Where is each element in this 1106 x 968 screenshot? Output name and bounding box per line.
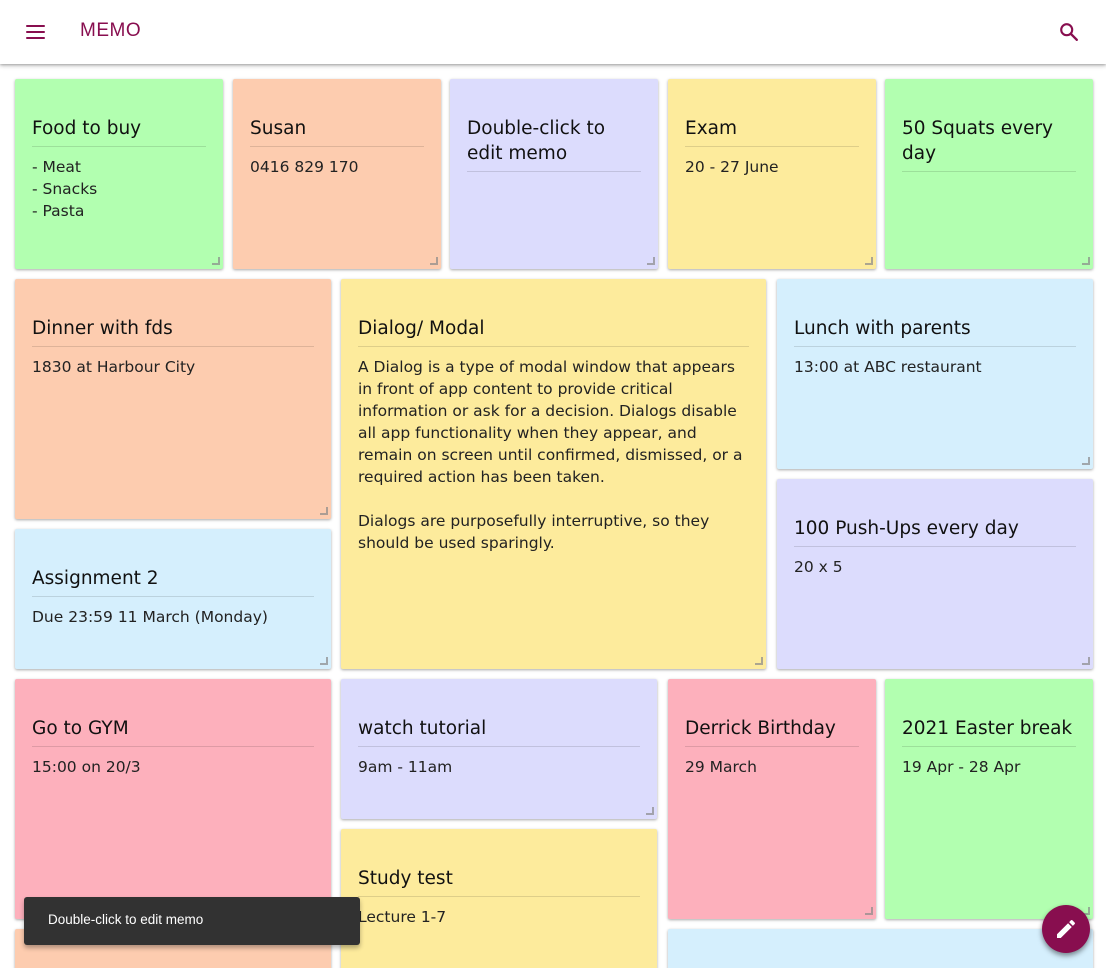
memo-title: 2021 Easter break [902, 716, 1076, 747]
memo-body: 15:00 on 20/3 [32, 758, 141, 776]
memo-body: 20 - 27 June [685, 158, 779, 176]
memo-body: Due 23:59 11 March (Monday) [32, 608, 268, 626]
resize-handle-icon[interactable] [1082, 657, 1090, 665]
resize-handle-icon[interactable] [320, 507, 328, 515]
memo-card[interactable] [668, 929, 1093, 968]
memo-title: Go to GYM [32, 716, 314, 747]
memo-card[interactable]: Exam 20 - 27 June [668, 79, 876, 269]
snackbar-message: Double-click to edit memo [48, 912, 204, 927]
resize-handle-icon[interactable] [1082, 257, 1090, 265]
resize-handle-icon[interactable] [1082, 907, 1090, 915]
app-title: MEMO [80, 20, 142, 41]
resize-handle-icon[interactable] [865, 257, 873, 265]
memo-card[interactable]: 2021 Easter break 19 Apr - 28 Apr [885, 679, 1093, 919]
memo-title: Derrick Birthday [685, 716, 859, 747]
resize-handle-icon[interactable] [1082, 457, 1090, 465]
menu-button[interactable] [22, 18, 50, 46]
memo-card[interactable]: 50 Squats every day [885, 79, 1093, 269]
search-button[interactable] [1058, 21, 1082, 45]
resize-handle-icon[interactable] [430, 257, 438, 265]
memo-card[interactable]: Go to GYM 15:00 on 20/3 [15, 679, 331, 919]
memo-body: 19 Apr - 28 Apr [902, 758, 1021, 776]
resize-handle-icon[interactable] [320, 657, 328, 665]
memo-card[interactable]: Dialog/ Modal A Dialog is a type of moda… [341, 279, 766, 669]
memo-body: Lecture 1-7 [358, 908, 447, 926]
search-icon [1060, 23, 1078, 41]
memo-body: - Meat - Snacks - Pasta [32, 158, 98, 220]
memo-body: 13:00 at ABC restaurant [794, 358, 982, 376]
memo-card[interactable]: Derrick Birthday 29 March [668, 679, 876, 919]
app-bar: MEMO [0, 0, 1106, 64]
memo-body: 9am - 11am [358, 758, 453, 776]
add-memo-button[interactable] [1042, 905, 1090, 953]
resize-handle-icon[interactable] [865, 907, 873, 915]
memo-card[interactable]: Double-click to edit memo [450, 79, 658, 269]
snackbar: Double-click to edit memo [24, 897, 360, 945]
memo-card[interactable]: Susan 0416 829 170 [233, 79, 441, 269]
memo-card[interactable]: Food to buy - Meat - Snacks - Pasta [15, 79, 223, 269]
memo-title: Food to buy [32, 116, 206, 147]
resize-handle-icon[interactable] [212, 257, 220, 265]
memo-title: Dinner with fds [32, 316, 314, 347]
memo-body: 1830 at Harbour City [32, 358, 196, 376]
memo-title: Susan [250, 116, 424, 147]
memo-card[interactable]: Study test Lecture 1-7 [341, 829, 657, 968]
memo-body: 29 March [685, 758, 757, 776]
memo-board: Food to buy - Meat - Snacks - Pasta Susa… [0, 64, 1106, 968]
pencil-icon [1057, 919, 1076, 938]
memo-title: Lunch with parents [794, 316, 1076, 347]
memo-card[interactable]: 100 Push-Ups every day 20 x 5 [777, 479, 1093, 669]
memo-title: Double-click to edit memo [467, 116, 641, 172]
memo-title: Exam [685, 116, 859, 147]
resize-handle-icon[interactable] [646, 807, 654, 815]
memo-body: 0416 829 170 [250, 158, 359, 176]
memo-card[interactable]: Dinner with fds 1830 at Harbour City [15, 279, 331, 519]
resize-handle-icon[interactable] [647, 257, 655, 265]
memo-card[interactable]: Assignment 2 Due 23:59 11 March (Monday) [15, 529, 331, 669]
memo-title: Study test [358, 866, 640, 897]
memo-title: Assignment 2 [32, 566, 314, 597]
memo-body: A Dialog is a type of modal window that … [358, 358, 743, 552]
memo-card[interactable]: watch tutorial 9am - 11am [341, 679, 657, 819]
memo-title: 50 Squats every day [902, 116, 1076, 172]
resize-handle-icon[interactable] [755, 657, 763, 665]
memo-title: Dialog/ Modal [358, 316, 749, 347]
memo-title: watch tutorial [358, 716, 640, 747]
memo-title: 100 Push-Ups every day [794, 516, 1076, 547]
memo-body: 20 x 5 [794, 558, 843, 576]
memo-card[interactable]: Lunch with parents 13:00 at ABC restaura… [777, 279, 1093, 469]
